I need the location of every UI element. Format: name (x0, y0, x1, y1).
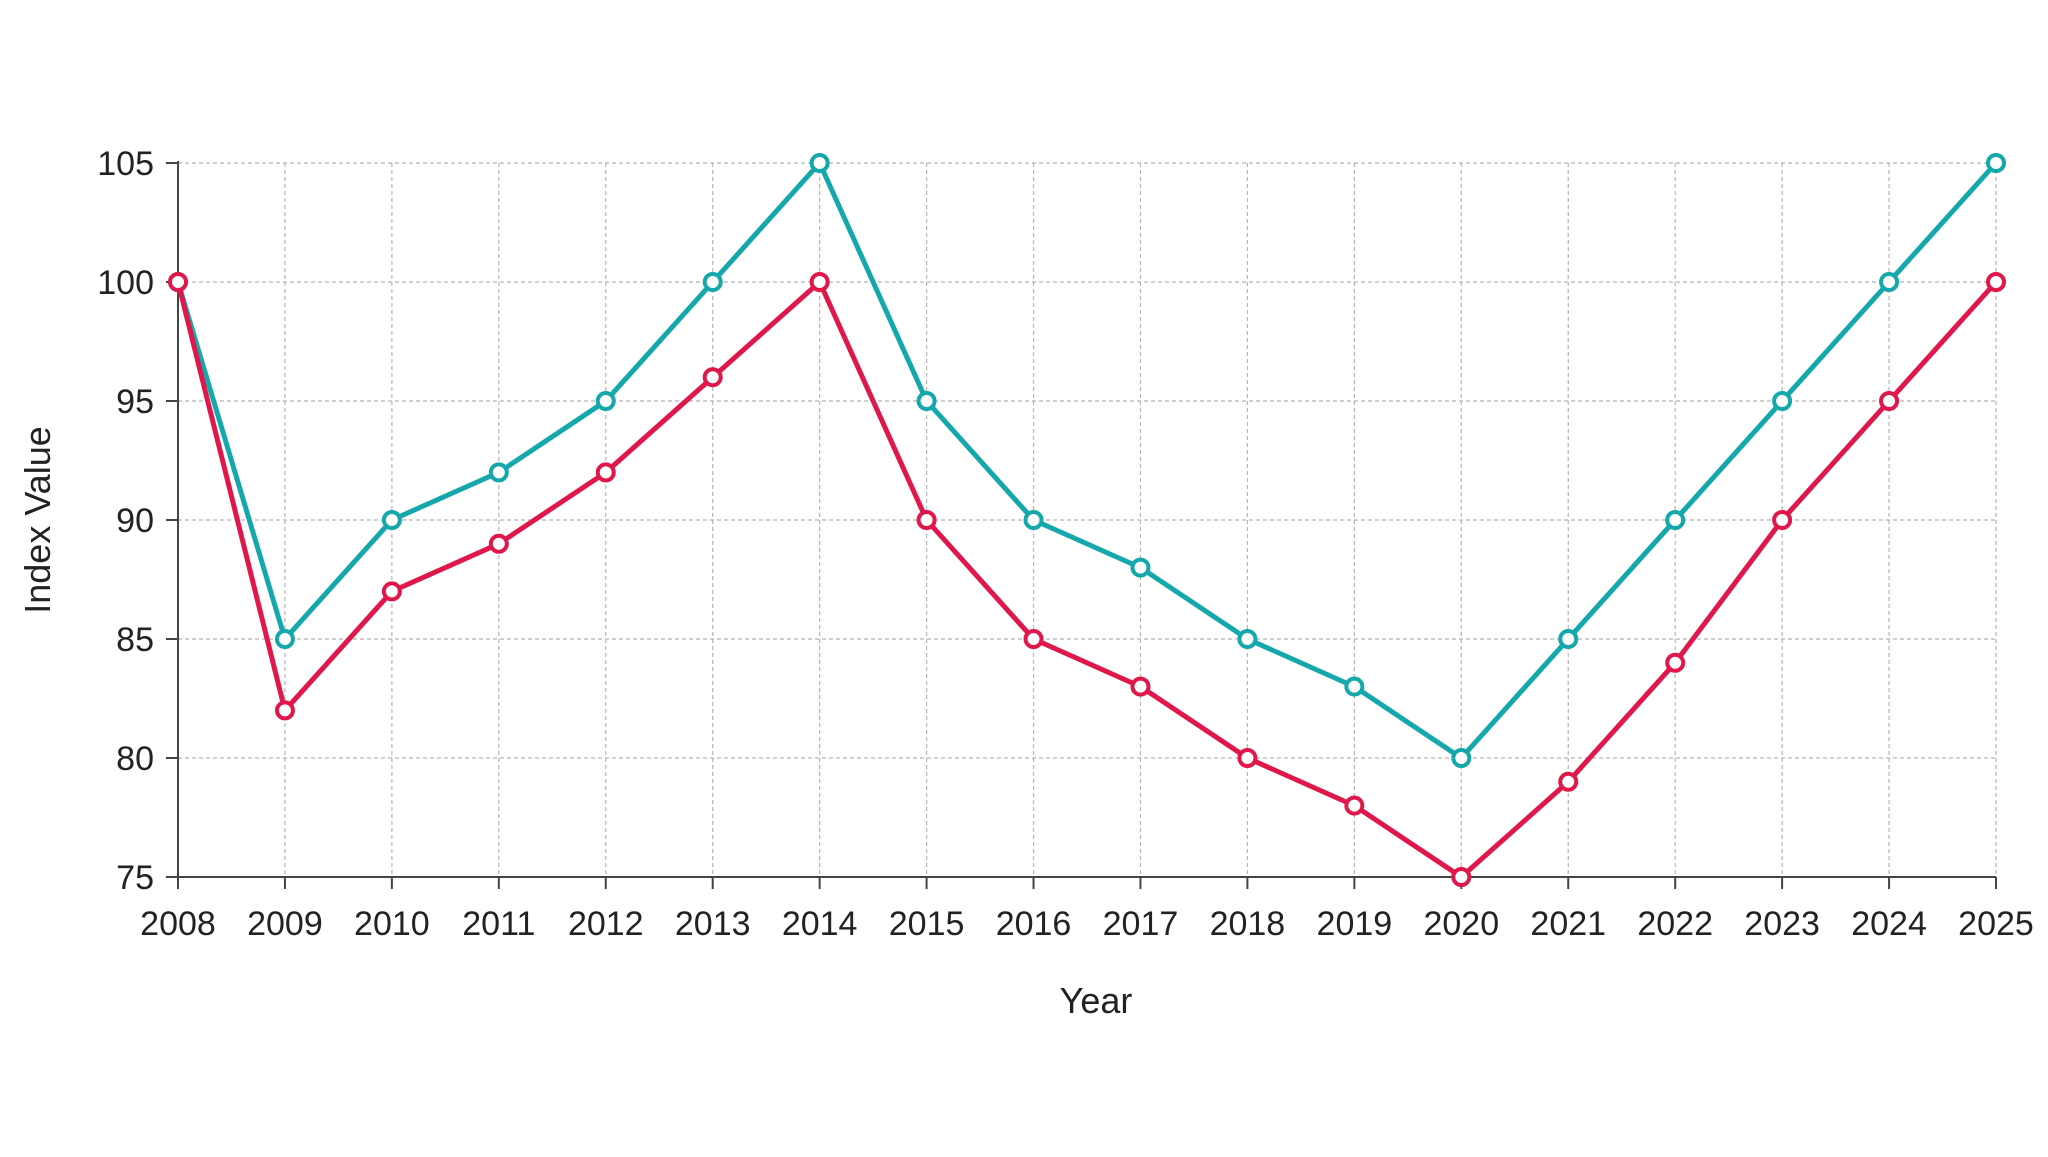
data-point (1130, 557, 1151, 578)
x-tick-label: 2016 (996, 905, 1072, 943)
x-tick-label: 2019 (1317, 905, 1393, 943)
data-point (1558, 629, 1579, 649)
x-tick-label: 2025 (1958, 905, 2034, 943)
data-point (1772, 510, 1793, 530)
data-point (595, 462, 616, 483)
x-tick-label: 2009 (247, 905, 323, 943)
data-point (1879, 391, 1900, 411)
data-point (809, 272, 830, 292)
x-tick-label: 2014 (782, 905, 858, 943)
data-point (488, 533, 509, 554)
y-tick-label: 85 (116, 621, 154, 659)
data-point (1451, 867, 1472, 887)
data-point (702, 367, 723, 388)
data-point (274, 700, 295, 721)
data-point (488, 462, 509, 483)
y-tick-label: 105 (97, 145, 154, 183)
data-point (168, 272, 188, 292)
y-tick-label: 95 (116, 383, 154, 421)
y-tick-label: 100 (97, 264, 154, 302)
data-point (381, 510, 402, 530)
x-tick-label: 2020 (1423, 905, 1499, 943)
x-tick-label: 2008 (140, 905, 216, 943)
data-point (702, 272, 723, 292)
x-tick-label: 2017 (1103, 905, 1179, 943)
data-point (274, 629, 295, 649)
x-tick-label: 2010 (354, 905, 430, 943)
series-line (175, 279, 1999, 880)
data-point (1237, 748, 1258, 768)
data-point (1665, 510, 1686, 530)
data-point (1451, 748, 1472, 768)
data-point (381, 581, 402, 602)
data-point (1237, 629, 1258, 649)
series-group (168, 153, 2006, 887)
grid (178, 162, 1997, 877)
data-point (916, 391, 937, 411)
y-axis-title: Index Value (17, 426, 58, 613)
data-point (595, 391, 616, 411)
y-tick-label: 80 (116, 740, 154, 778)
data-point (1344, 795, 1365, 816)
data-point (809, 153, 830, 173)
data-point (1986, 153, 2006, 173)
tick-labels: 75 80 85 90 95 100 105 2008 2009 2010 2011 2012 2013… (97, 145, 2034, 943)
data-point (916, 510, 937, 530)
x-tick-label: 2023 (1744, 905, 1820, 943)
data-point (1665, 652, 1686, 673)
x-tick-label: 2011 (462, 905, 535, 943)
data-point (1986, 272, 2006, 292)
data-point (1023, 510, 1044, 530)
x-axis-title: Year (1060, 980, 1133, 1021)
x-tick-label: 2015 (889, 905, 965, 943)
x-tick-label: 2021 (1530, 905, 1606, 943)
data-point (1130, 676, 1151, 697)
x-tick-label: 2024 (1851, 905, 1927, 943)
axes (166, 161, 1997, 889)
data-point (1344, 676, 1365, 697)
data-point (1558, 771, 1579, 792)
y-tick-label: 90 (116, 502, 154, 540)
series-line (175, 160, 1999, 761)
data-point (1023, 629, 1044, 649)
data-point (1879, 272, 1900, 292)
x-tick-label: 2022 (1637, 905, 1713, 943)
y-tick-label: 75 (116, 859, 154, 897)
x-tick-label: 2012 (568, 905, 644, 943)
x-tick-label: 2018 (1210, 905, 1286, 943)
series-1 (168, 153, 2006, 768)
x-tick-label: 2013 (675, 905, 751, 943)
series-2 (168, 272, 2006, 887)
data-point (1772, 391, 1793, 411)
